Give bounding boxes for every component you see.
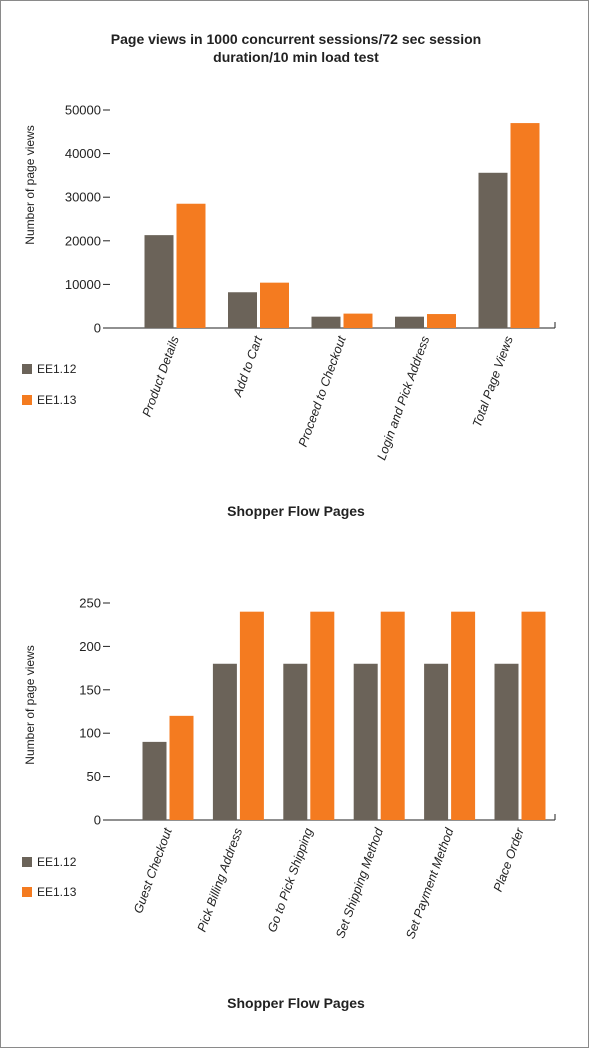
chart2-category-label: Pick Billing Address [195, 826, 246, 934]
chart1-bar-ee113 [343, 313, 373, 328]
chart2-y-tick-label: 150 [79, 682, 101, 697]
chart2-y-tick-label: 100 [79, 726, 101, 741]
chart2-bar-ee112 [353, 663, 378, 820]
chart2-category-label: Set Payment Method [403, 825, 456, 940]
chart1-category-label: Product Details [140, 334, 182, 418]
chart1-y-tick-label: 50000 [65, 103, 101, 118]
chart2-bar-ee112 [283, 663, 308, 820]
chart1-category-label: Add to Cart [230, 334, 265, 400]
chart2-bar-ee113 [451, 611, 476, 820]
chart2-bar-ee113 [380, 611, 405, 820]
chart1-y-tick-label: 10000 [65, 277, 101, 292]
chart1-bar-ee112 [478, 172, 508, 328]
chart2-legend-swatch [22, 887, 32, 897]
chart1-y-axis-label: Number of page views [23, 125, 37, 244]
chart2-category-label: Go to Pick Shipping [265, 826, 316, 934]
chart1-y-tick-label: 20000 [65, 233, 101, 248]
chart1-legend-label: EE1.13 [37, 393, 77, 407]
chart1-bar-ee112 [144, 235, 174, 328]
chart2-y-tick-label: 0 [94, 813, 101, 828]
chart2-bar-ee113 [169, 715, 194, 820]
chart1-plot: 0 10000 20000 30000 40000 50000 Product Detail… [22, 103, 556, 462]
chart1-bar-ee113 [510, 123, 540, 328]
chart1-bar-ee113 [260, 282, 289, 328]
chart1-bar-ee113 [176, 203, 206, 328]
chart1-y-tick-label: 0 [94, 321, 101, 336]
chart1-x-axis-title: Shopper Flow Pages [227, 503, 365, 519]
chart2-category-label: Place Order [491, 825, 527, 893]
chart2-bar-ee113 [239, 611, 264, 820]
chart1-legend-swatch [22, 395, 32, 405]
chart2-legend-label: EE1.12 [37, 855, 77, 869]
chart1-y-tick-label: 30000 [65, 190, 101, 205]
chart1-title-line2: duration/10 min load test [213, 49, 379, 65]
chart2-y-axis-label: Number of page views [23, 645, 37, 764]
chart2-category-label: Guest Checkout [131, 826, 175, 916]
chart1-legend-label: EE1.12 [37, 362, 77, 376]
chart1-bar-ee112 [395, 316, 424, 328]
chart1-category-label: Proceed to Checkout [296, 334, 349, 449]
chart2-bar-ee112 [212, 663, 237, 820]
chart2-bar-ee113 [521, 611, 546, 820]
chart1-bar-ee112 [228, 292, 257, 328]
chart1-title-line1: Page views in 1000 concurrent sessions/7… [111, 31, 481, 47]
chart2-y-tick-label: 250 [79, 596, 101, 611]
chart2-bar-ee112 [424, 663, 449, 820]
chart2-legend-label: EE1.13 [37, 885, 77, 899]
chart2-x-axis-title: Shopper Flow Pages [227, 995, 365, 1011]
chart2-bar-ee112 [494, 663, 519, 820]
chart1-category-label: Total Page Views [470, 334, 516, 429]
chart1-y-tick-label: 40000 [65, 146, 101, 161]
chart1-legend-swatch [22, 364, 32, 374]
chart2-bar-ee112 [142, 741, 167, 820]
chart2-plot: 0 50 100 150 200 250 Guest Checkout Pick Billin… [22, 596, 556, 941]
chart1-category-label: Login and Pick Address [374, 334, 432, 462]
chart2-y-tick-label: 200 [79, 639, 101, 654]
chart2-y-tick-label: 50 [87, 769, 101, 784]
chart1-bar-ee113 [427, 314, 456, 328]
chart1-bar-ee112 [311, 316, 341, 328]
chart2-bar-ee113 [310, 611, 335, 820]
chart2-category-label: Set Shipping Method [333, 825, 386, 940]
chart2-legend-swatch [22, 857, 32, 867]
